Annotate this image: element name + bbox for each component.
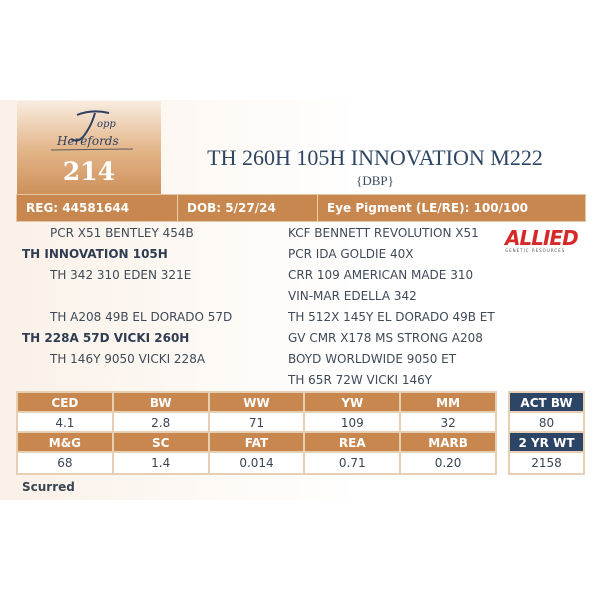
pedigree-sire-dam: TH 342 310 EDEN 321E — [50, 268, 192, 282]
animal-name: TH 260H 105H INNOVATION M222 — [207, 145, 543, 170]
lot-number: 214 — [62, 157, 116, 186]
epd-header: CED — [18, 393, 114, 413]
animal-designation: {DBP} — [356, 173, 394, 188]
epd-value: 4.1 — [18, 413, 114, 433]
epd-header: REA — [305, 433, 402, 453]
date-of-birth: DOB: 5/27/24 — [178, 195, 318, 221]
pedigree-dam-sire: TH A208 49B EL DORADO 57D — [50, 310, 233, 324]
allied-logo: ALLIED GENETIC RESOURCES — [505, 228, 585, 258]
epd-value: 0.20 — [434, 456, 462, 470]
epd-value: 71 — [209, 413, 306, 433]
svg-text:Herefords: Herefords — [56, 134, 119, 148]
pedigree-ancestor: VIN-MAR EDELLA 342 — [288, 289, 417, 303]
allied-tagline: GENETIC RESOURCES — [505, 248, 566, 253]
epd-value: 109 — [305, 413, 402, 433]
epd-header: MARB — [401, 433, 495, 453]
allied-name: ALLIED — [505, 226, 579, 250]
epd-table: CED BW WW YW MM 4.1 2.8 71 109 32 M&G SC… — [16, 391, 497, 475]
epd-header: M&G — [18, 433, 114, 453]
topp-herefords-logo-icon: opp Herefords — [50, 110, 134, 151]
pedigree-sire-sire: PCR X51 BENTLEY 454B — [50, 226, 194, 240]
pedigree-ancestor: TH 512X 145Y EL DORADO 49B ET — [288, 310, 495, 324]
two-yr-wt-value: 2158 — [531, 456, 562, 470]
act-bw-label: ACT BW — [510, 393, 583, 413]
info-bar: REG: 44581644 DOB: 5/27/24 Eye Pigment (… — [16, 194, 586, 222]
epd-header: BW — [113, 393, 210, 413]
pedigree-dam-dam: TH 146Y 9050 VICKI 228A — [50, 352, 206, 366]
epd-header-row: M&G SC FAT REA MARB — [18, 433, 495, 453]
pedigree-sire: TH INNOVATION 105H — [22, 247, 168, 261]
pedigree-dam: TH 228A 57D VICKI 260H — [22, 331, 190, 345]
pedigree-ancestor: PCR IDA GOLDIE 40X — [288, 247, 414, 261]
svg-text:opp: opp — [97, 119, 116, 130]
epd-value: 68 — [18, 453, 114, 473]
epd-value: 2.8 — [113, 413, 210, 433]
epd-header: MM — [401, 393, 495, 413]
registration-number: REG: 44581644 — [17, 195, 178, 221]
pedigree-ancestor: BOYD WORLDWIDE 9050 ET — [288, 352, 457, 366]
pedigree-ancestor: TH 65R 72W VICKI 146Y — [288, 373, 433, 387]
logo-box: opp Herefords 214 — [17, 101, 161, 202]
pedigree-ancestor: KCF BENNETT REVOLUTION X51 — [288, 226, 479, 240]
act-bw-value: 80 — [510, 413, 583, 433]
epd-value-row: 68 1.4 0.014 0.71 0.20 — [18, 453, 495, 473]
actuals-table: ACT BW 80 2 YR WT 2158 — [508, 391, 585, 475]
horn-status-note: Scurred — [22, 480, 75, 494]
epd-value: 0.014 — [210, 453, 306, 473]
epd-header: YW — [305, 393, 402, 413]
pedigree-ancestor: GV CMR X178 MS STRONG A208 — [288, 331, 483, 345]
epd-value: 32 — [401, 413, 495, 433]
two-yr-wt-label: 2 YR WT — [510, 433, 583, 453]
epd-header: FAT — [209, 433, 306, 453]
epd-header: WW — [209, 393, 306, 413]
epd-value-row: 4.1 2.8 71 109 32 — [18, 413, 495, 433]
epd-header-row: CED BW WW YW MM — [18, 393, 495, 413]
eye-pigment: Eye Pigment (LE/RE): 100/100 — [327, 201, 529, 215]
epd-header: SC — [113, 433, 210, 453]
pedigree-ancestor: CRR 109 AMERICAN MADE 310 — [288, 268, 474, 282]
epd-value: 0.71 — [305, 453, 402, 473]
epd-value: 1.4 — [114, 453, 210, 473]
